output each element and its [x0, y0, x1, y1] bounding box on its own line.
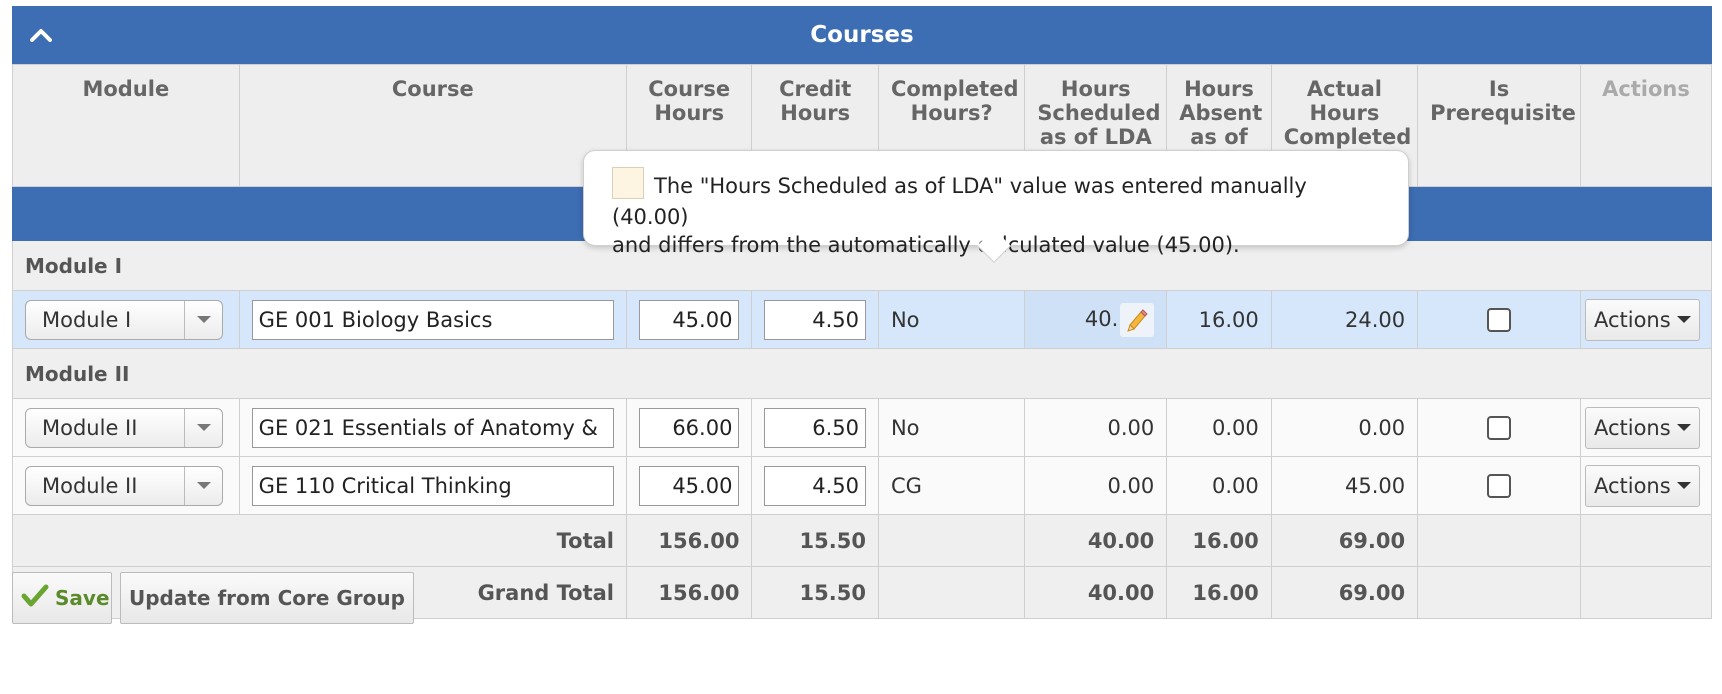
table-row[interactable]: Module II GE 110 Critical Thinking 45.00…: [12, 456, 1713, 515]
chevron-down-icon[interactable]: [184, 408, 222, 447]
course-hours-input[interactable]: 45.00: [639, 299, 740, 340]
tooltip-line-1: The "Hours Scheduled as of LDA" value wa…: [612, 174, 1307, 229]
module-select[interactable]: Module II: [25, 465, 223, 506]
col-header-actions: Actions: [1579, 64, 1713, 187]
completed-hours-value: No: [877, 290, 1026, 349]
course-input[interactable]: GE 021 Essentials of Anatomy &: [251, 407, 614, 448]
table-row[interactable]: Module II GE 021 Essentials of Anatomy &…: [12, 398, 1713, 457]
actions-dropdown-button[interactable]: Actions: [1584, 298, 1700, 341]
course-input[interactable]: GE 110 Critical Thinking: [251, 465, 614, 506]
actual-hours-value: 24.00: [1270, 290, 1419, 349]
total-hours-scheduled: 40.00: [1024, 514, 1168, 567]
total-actual-hours: 69.00: [1270, 514, 1419, 567]
course-hours-input[interactable]: 66.00: [639, 407, 740, 448]
actions-label: Actions: [1593, 307, 1671, 332]
module-select[interactable]: Module I: [25, 299, 223, 340]
save-button[interactable]: Save: [12, 572, 112, 624]
hours-absent-value: 16.00: [1166, 290, 1272, 349]
grand-total-actual-hours: 69.00: [1270, 566, 1419, 619]
grand-total-hours-scheduled: 40.00: [1024, 566, 1168, 619]
actual-hours-value: 0.00: [1270, 398, 1419, 457]
is-prerequisite-checkbox[interactable]: [1487, 474, 1512, 498]
courses-panel: Courses Module Course Course Hours Credi…: [12, 6, 1713, 619]
course-input[interactable]: GE 001 Biology Basics: [251, 299, 614, 340]
actions-label: Actions: [1593, 473, 1671, 498]
actions-dropdown-button[interactable]: Actions: [1584, 464, 1700, 507]
col-header-module[interactable]: Module: [12, 64, 240, 187]
hours-scheduled-value: 0.00: [1024, 398, 1168, 457]
footer-actions: Save Update from Core Group: [12, 572, 414, 624]
chevron-down-icon[interactable]: [184, 466, 222, 505]
actual-hours-value: 45.00: [1270, 456, 1419, 515]
actions-dropdown-button[interactable]: Actions: [1584, 406, 1700, 449]
module-select-value: Module I: [42, 307, 132, 332]
pencil-icon[interactable]: [1120, 302, 1155, 337]
course-hours-input[interactable]: 45.00: [639, 465, 740, 506]
total-course-hours: 156.00: [625, 514, 753, 567]
manual-value-tooltip: The "Hours Scheduled as of LDA" value wa…: [583, 150, 1409, 263]
hours-scheduled-value: 40.: [1084, 306, 1119, 331]
credit-hours-input[interactable]: 4.50: [764, 299, 866, 340]
module-select-value: Module II: [42, 473, 138, 498]
actions-label: Actions: [1593, 415, 1671, 440]
grand-total-course-hours: 156.00: [625, 566, 753, 619]
caret-down-icon: [1676, 424, 1691, 431]
chevron-down-icon[interactable]: [184, 300, 222, 339]
is-prerequisite-checkbox[interactable]: [1487, 416, 1512, 440]
completed-hours-value: No: [877, 398, 1026, 457]
checkmark-icon: [21, 584, 49, 613]
completed-hours-value: CG: [877, 456, 1026, 515]
is-prerequisite-checkbox[interactable]: [1487, 308, 1512, 332]
hours-scheduled-cell[interactable]: 40.: [1024, 290, 1168, 349]
courses-table: Module Course Course Hours Credit Hours …: [12, 64, 1713, 619]
col-header-is-prerequisite[interactable]: Is Prerequisite: [1417, 64, 1581, 187]
update-label: Update from Core Group: [129, 586, 405, 610]
module-select[interactable]: Module II: [25, 407, 223, 448]
total-row: Total 156.00 15.50 40.00 16.00 69.00: [12, 514, 1713, 567]
col-header-course[interactable]: Course: [238, 64, 628, 187]
save-label: Save: [55, 586, 110, 610]
credit-hours-input[interactable]: 6.50: [764, 407, 866, 448]
total-label: Total: [12, 514, 627, 567]
table-row[interactable]: Module I GE 001 Biology Basics 45.00 4.5…: [12, 290, 1713, 349]
hours-absent-value: 0.00: [1166, 456, 1272, 515]
total-credit-hours: 15.50: [751, 514, 879, 567]
panel-header: Courses: [12, 6, 1712, 64]
module-select-value: Module II: [42, 415, 138, 440]
chevron-up-icon[interactable]: [26, 20, 56, 50]
manual-value-swatch: [612, 167, 644, 199]
tooltip-line-2: and differs from the automatically calcu…: [612, 233, 1240, 257]
grand-total-credit-hours: 15.50: [751, 566, 879, 619]
hours-absent-value: 0.00: [1166, 398, 1272, 457]
group-label: Module II: [12, 348, 1712, 399]
credit-hours-input[interactable]: 4.50: [764, 465, 866, 506]
total-hours-absent: 16.00: [1166, 514, 1272, 567]
caret-down-icon: [1676, 316, 1691, 323]
update-from-core-group-button[interactable]: Update from Core Group: [120, 572, 414, 624]
grand-total-hours-absent: 16.00: [1166, 566, 1272, 619]
caret-down-icon: [1676, 482, 1691, 489]
group-header: Module II: [12, 348, 1712, 399]
panel-title: Courses: [810, 22, 914, 48]
hours-scheduled-value: 0.00: [1024, 456, 1168, 515]
